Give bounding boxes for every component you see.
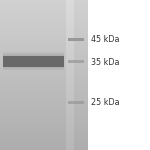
Text: 35 kDa: 35 kDa	[91, 58, 120, 67]
Text: 25 kDa: 25 kDa	[91, 98, 120, 107]
Text: 45 kDa: 45 kDa	[91, 35, 120, 44]
